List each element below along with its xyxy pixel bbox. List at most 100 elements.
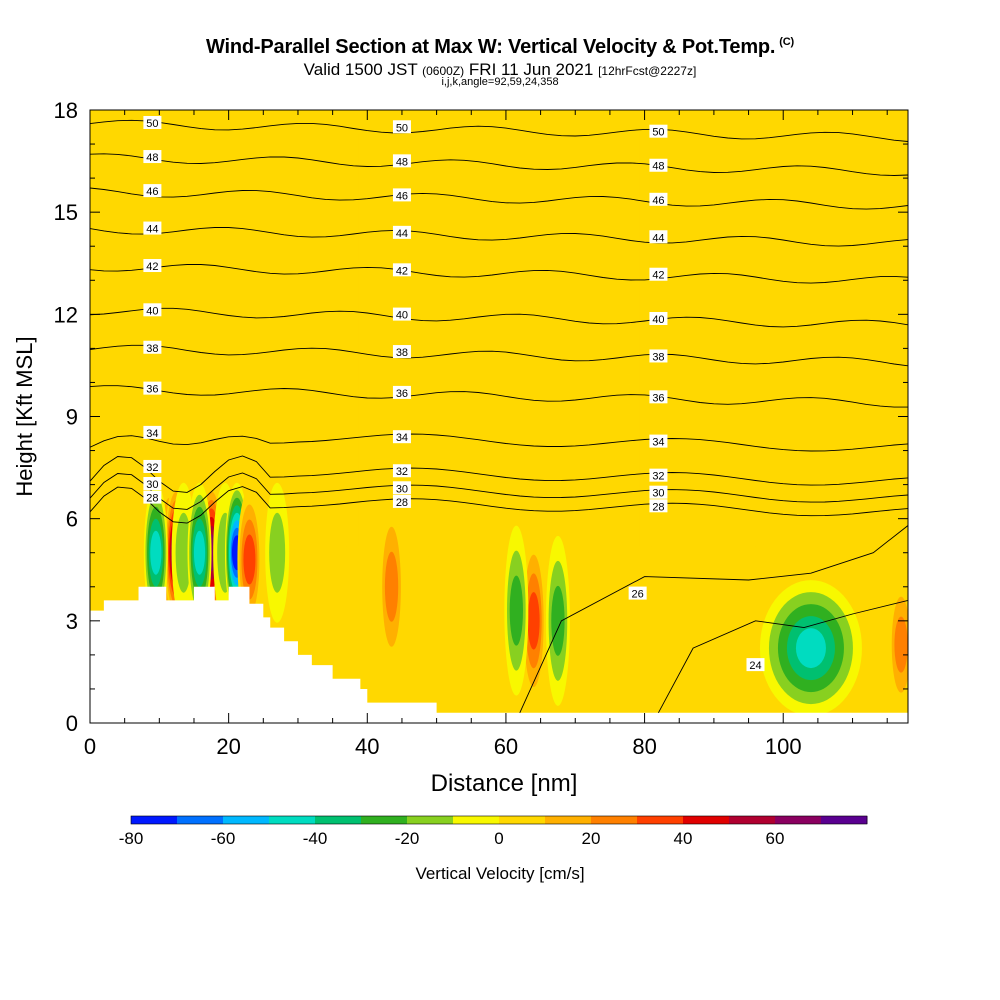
colorbar-tick-label: -80 xyxy=(119,829,144,848)
colorbar-tick-label: 40 xyxy=(674,829,693,848)
weak-updraft-band xyxy=(406,127,425,553)
colorbar-swatch xyxy=(775,816,822,824)
theta-contour-line xyxy=(90,433,908,452)
theta-contour-line xyxy=(90,264,908,284)
theta-contour-line xyxy=(90,307,908,328)
theta-label: 46 xyxy=(652,195,664,207)
theta-label-bg xyxy=(649,499,668,513)
theta-label: 32 xyxy=(396,466,408,478)
theta-label-bg xyxy=(392,430,411,444)
colorbar-swatch xyxy=(637,816,684,824)
theta-label: 40 xyxy=(146,305,158,317)
theta-label: 42 xyxy=(396,265,408,277)
theta-label-bg xyxy=(392,494,411,508)
x-tick-label: 60 xyxy=(494,734,518,759)
velocity-contour xyxy=(243,534,256,585)
colorbar-label: Vertical Velocity [cm/s] xyxy=(415,864,585,883)
velocity-cell xyxy=(265,482,290,623)
theta-label-bg xyxy=(392,385,411,399)
theta-contour-line xyxy=(90,344,908,367)
y-tick-label: 18 xyxy=(54,98,78,123)
velocity-cell xyxy=(521,535,546,706)
colorbar: -80 -60 -40 -20 0 20 40 60 xyxy=(119,815,868,848)
velocity-cell xyxy=(504,525,529,696)
theta-label: 50 xyxy=(652,127,664,139)
weak-updraft-band xyxy=(808,127,827,553)
theta-label: 42 xyxy=(652,270,664,282)
terrain-mask xyxy=(90,586,908,723)
copyright-mark: (C) xyxy=(779,36,794,49)
theta-label: 32 xyxy=(146,462,158,474)
colorbar-swatch xyxy=(729,816,776,824)
colorbar-swatch xyxy=(361,816,408,824)
colorbar-swatch xyxy=(499,816,546,824)
theta-label: 40 xyxy=(652,314,664,326)
velocity-contour xyxy=(527,592,540,650)
theta-label-bg xyxy=(143,425,162,439)
x-tick-label: 80 xyxy=(632,734,656,759)
theta-contour-line xyxy=(90,119,908,142)
section-params: i,j,k,angle=92,59,24,358 xyxy=(441,76,559,88)
colorbar-tick-label: -20 xyxy=(395,829,420,848)
theta-label-bg xyxy=(392,188,411,202)
forecast-info: [12hrFcst@2227z] xyxy=(598,64,697,78)
colorbar-swatch xyxy=(177,816,224,824)
y-tick-label: 9 xyxy=(66,405,78,430)
x-axis: 0 20 40 60 80 100 Distance [nm] xyxy=(84,110,888,797)
weak-updraft-band xyxy=(288,127,307,553)
theta-label: 48 xyxy=(652,161,664,173)
theta-contour-line xyxy=(519,525,908,713)
theta-label-bg xyxy=(649,468,668,482)
x-tick-label: 100 xyxy=(765,734,802,759)
weak-updraft-band xyxy=(635,127,654,553)
theta-label-bg xyxy=(649,267,668,281)
theta-label-bg xyxy=(649,390,668,404)
theta-label: 46 xyxy=(146,186,158,198)
theta-label-bg xyxy=(649,158,668,172)
valid-utc: (0600Z) xyxy=(422,64,465,78)
velocity-contour xyxy=(894,616,908,673)
colorbar-tick-label: -60 xyxy=(211,829,236,848)
theta-label: 38 xyxy=(652,351,664,363)
theta-label-bg xyxy=(392,345,411,359)
theta-label-bg xyxy=(143,340,162,354)
theta-label-bg xyxy=(143,381,162,395)
weak-updraft-band xyxy=(101,127,120,553)
theta-label: 48 xyxy=(396,156,408,168)
theta-contour-line xyxy=(90,455,908,493)
theta-contour-line xyxy=(90,187,908,210)
theta-label: 44 xyxy=(146,224,158,236)
theta-label-bg xyxy=(649,485,668,499)
velocity-contour xyxy=(269,512,286,593)
colorbar-tick-label: 0 xyxy=(494,829,503,848)
theta-label-bg xyxy=(143,150,162,164)
x-tick-label: 0 xyxy=(84,734,96,759)
colorbar-swatch xyxy=(315,816,362,824)
colorbar-swatch xyxy=(223,816,270,824)
theta-label-bg xyxy=(143,259,162,273)
theta-label: 30 xyxy=(652,488,664,500)
theta-label-bg xyxy=(143,303,162,317)
y-tick-label: 0 xyxy=(66,711,78,736)
theta-label: 38 xyxy=(396,347,408,359)
theta-label: 34 xyxy=(146,428,158,440)
theta-label-bg xyxy=(649,311,668,325)
theta-contour-line xyxy=(90,227,908,247)
colorbar-swatch xyxy=(683,816,730,824)
theta-label-bg xyxy=(143,221,162,235)
colorbar-swatch xyxy=(269,816,316,824)
theta-label-bg xyxy=(649,230,668,244)
theta-label: 44 xyxy=(396,228,408,240)
theta-label: 50 xyxy=(396,122,408,134)
theta-label-bg xyxy=(392,481,411,495)
colorbar-tick-label: 60 xyxy=(766,829,785,848)
velocity-contour xyxy=(509,575,523,646)
theta-label-bg xyxy=(649,192,668,206)
theta-contour-line xyxy=(658,599,908,714)
theta-label: 46 xyxy=(396,190,408,202)
velocity-contour xyxy=(150,530,162,575)
theta-label: 38 xyxy=(146,343,158,355)
theta-label-bg xyxy=(392,263,411,277)
